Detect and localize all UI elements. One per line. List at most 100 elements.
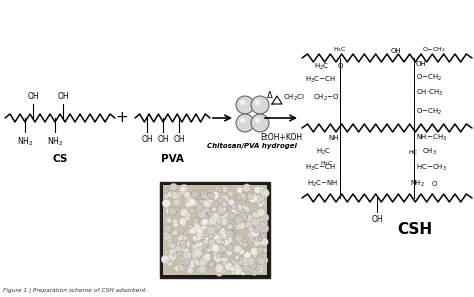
Circle shape [234, 261, 241, 268]
Circle shape [183, 257, 191, 266]
Circle shape [205, 253, 210, 258]
Circle shape [250, 262, 256, 269]
Circle shape [180, 209, 184, 213]
Circle shape [206, 233, 212, 240]
Circle shape [221, 241, 225, 244]
Circle shape [234, 216, 243, 225]
Circle shape [251, 269, 258, 276]
Circle shape [255, 223, 263, 230]
Circle shape [166, 266, 170, 269]
Circle shape [211, 244, 219, 252]
Circle shape [180, 184, 189, 193]
Circle shape [251, 96, 269, 114]
Circle shape [197, 232, 205, 240]
Circle shape [164, 233, 173, 242]
Circle shape [188, 193, 192, 197]
Circle shape [258, 202, 263, 207]
Circle shape [184, 232, 187, 236]
Circle shape [194, 218, 198, 223]
Circle shape [215, 213, 220, 218]
Circle shape [250, 247, 258, 255]
Circle shape [205, 208, 210, 212]
Text: NH$_2$: NH$_2$ [47, 135, 63, 148]
Circle shape [234, 245, 242, 253]
Circle shape [209, 217, 217, 225]
Circle shape [205, 237, 212, 244]
Circle shape [174, 207, 180, 212]
Circle shape [167, 192, 173, 198]
Circle shape [215, 185, 221, 191]
Circle shape [240, 238, 244, 242]
Circle shape [221, 198, 226, 202]
Text: CH$_2$$-$O: CH$_2$$-$O [313, 93, 339, 103]
Circle shape [212, 232, 217, 236]
Text: OH: OH [27, 92, 39, 101]
Text: H$_2$C$-$NH: H$_2$C$-$NH [307, 179, 337, 189]
Circle shape [226, 249, 233, 256]
Circle shape [217, 206, 226, 214]
Circle shape [239, 214, 247, 222]
Circle shape [190, 248, 195, 253]
Circle shape [217, 217, 220, 221]
Text: Figure 1 | Preparation scheme of CSH adsorbent.: Figure 1 | Preparation scheme of CSH ads… [3, 287, 147, 293]
Circle shape [229, 200, 237, 208]
Circle shape [208, 214, 213, 219]
Circle shape [244, 195, 248, 198]
Text: O: O [338, 63, 343, 69]
Circle shape [182, 257, 188, 263]
Circle shape [228, 229, 233, 233]
Text: O$-$CH$_2$: O$-$CH$_2$ [422, 45, 446, 54]
Circle shape [199, 219, 207, 227]
Circle shape [256, 248, 261, 252]
Circle shape [246, 257, 255, 266]
Circle shape [252, 212, 259, 219]
Circle shape [260, 261, 265, 266]
Circle shape [247, 193, 254, 200]
Circle shape [203, 200, 210, 208]
Circle shape [229, 213, 237, 220]
Circle shape [242, 253, 249, 260]
Circle shape [254, 217, 256, 221]
Circle shape [170, 183, 177, 191]
Circle shape [215, 265, 220, 271]
Text: CH$_2$Cl: CH$_2$Cl [283, 93, 305, 103]
Circle shape [256, 209, 265, 217]
Circle shape [179, 187, 187, 195]
Circle shape [238, 206, 245, 213]
Circle shape [222, 207, 226, 211]
Circle shape [183, 220, 187, 224]
Text: PVA: PVA [161, 154, 184, 164]
Circle shape [178, 265, 184, 271]
Circle shape [263, 254, 266, 258]
Circle shape [248, 231, 256, 239]
Circle shape [237, 222, 245, 229]
Circle shape [179, 218, 186, 225]
Circle shape [200, 206, 207, 213]
Circle shape [213, 254, 222, 262]
Circle shape [244, 252, 251, 259]
Circle shape [197, 210, 205, 218]
Circle shape [238, 221, 242, 224]
Circle shape [163, 224, 172, 233]
Circle shape [221, 201, 228, 207]
Circle shape [227, 212, 235, 220]
Circle shape [233, 230, 237, 233]
Circle shape [192, 236, 198, 241]
Circle shape [213, 251, 221, 259]
Circle shape [213, 235, 221, 242]
Circle shape [251, 226, 255, 229]
Text: Chitosan/PVA hydrogel: Chitosan/PVA hydrogel [207, 143, 297, 149]
Circle shape [181, 221, 187, 227]
Circle shape [239, 257, 245, 262]
Circle shape [253, 227, 261, 235]
Circle shape [254, 195, 262, 203]
Circle shape [223, 239, 230, 246]
Circle shape [257, 221, 261, 225]
Circle shape [210, 209, 218, 217]
Circle shape [255, 199, 259, 203]
Text: OH: OH [157, 135, 169, 144]
Circle shape [259, 202, 264, 206]
Circle shape [219, 245, 226, 252]
Circle shape [255, 265, 264, 274]
Circle shape [189, 199, 196, 206]
